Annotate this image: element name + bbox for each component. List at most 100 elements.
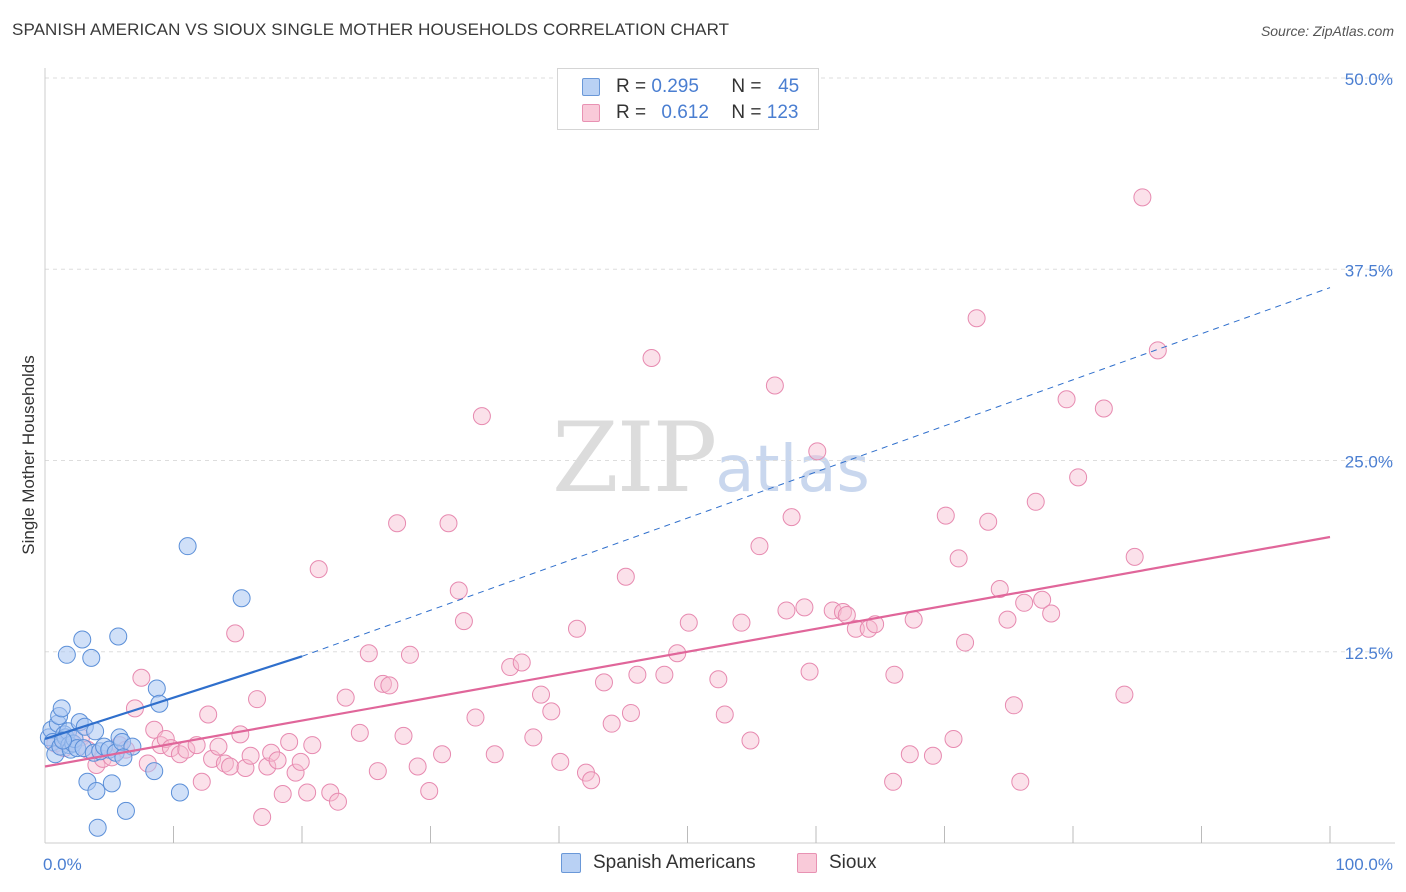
source-label: Source: ZipAtlas.com [1260, 23, 1394, 39]
tick-labels: 12.5% 25.0% 37.5% 50.0% 0.0% 100.0% [43, 70, 1393, 874]
sioux-point [321, 783, 340, 802]
sioux-point [226, 624, 245, 643]
sioux-point [1011, 772, 1030, 791]
sioux-point [380, 676, 399, 695]
sioux-point [388, 514, 407, 533]
sioux-point [221, 757, 240, 776]
x-tick-label: 100.0% [1335, 855, 1393, 874]
sioux-point [602, 714, 621, 733]
sioux-point [466, 708, 485, 727]
spanish-americans-point [150, 694, 169, 713]
blue-swatch [561, 853, 581, 873]
sioux-point [394, 726, 413, 745]
y-tick-label: 12.5% [1345, 644, 1393, 663]
spanish-americans-point [82, 648, 101, 667]
sioux-point [400, 645, 419, 664]
sioux-point [884, 772, 903, 791]
sioux-point [904, 610, 923, 629]
r-label: R = [616, 102, 647, 123]
spanish-americans-point [88, 818, 107, 837]
spanish-americans-point [102, 774, 121, 793]
sioux-point [359, 644, 378, 663]
legend-label: Spanish Americans [593, 852, 756, 873]
sioux-point [885, 665, 904, 684]
sioux-point [1042, 604, 1061, 623]
sioux-point [551, 752, 570, 771]
sioux-point [800, 662, 819, 681]
spanish-americans-point [73, 630, 92, 649]
spanish-americans-points [39, 537, 251, 837]
sioux-point [1004, 696, 1023, 715]
sioux-point [532, 685, 551, 704]
sioux-point [1133, 188, 1152, 207]
sioux-point [309, 560, 328, 579]
sioux-trend-line [44, 535, 1331, 768]
r-label: R = [616, 76, 647, 97]
spanish-americans-point [87, 781, 106, 800]
y-tick-label: 37.5% [1345, 261, 1393, 280]
sioux-point [741, 731, 760, 750]
sioux-points [46, 188, 1167, 826]
sioux-point [248, 690, 267, 709]
sioux-point [808, 442, 827, 461]
trend-lines [44, 287, 1331, 768]
sioux-point [373, 674, 392, 693]
sioux-point [253, 807, 272, 826]
sioux-point [750, 537, 769, 556]
sioux-point [655, 665, 674, 684]
spanish-americans-point [52, 699, 71, 718]
sioux-point [439, 514, 458, 533]
sioux-point [336, 688, 355, 707]
sioux-point [949, 549, 968, 568]
sioux-point [582, 771, 601, 790]
sioux-point [967, 309, 986, 328]
n-label: N = [731, 102, 762, 123]
sioux-point [1148, 341, 1167, 360]
spanish-americans-point [53, 731, 72, 750]
sioux-point [524, 728, 543, 747]
chart-title: SPANISH AMERICAN VS SIOUX SINGLE MOTHER … [12, 20, 730, 39]
sioux-point [192, 772, 211, 791]
sioux-point [262, 743, 281, 762]
bottom-legend-sioux: Sioux [797, 852, 877, 874]
spanish-americans-point [178, 537, 197, 556]
sioux-point [485, 745, 504, 764]
sioux-point [765, 376, 784, 395]
axes [44, 68, 1395, 844]
sioux-point [709, 670, 728, 689]
sioux-point [1115, 685, 1134, 704]
y-axis-label: Single Mother Households [19, 355, 38, 554]
spanish-americans-point [109, 627, 128, 646]
sioux-point [990, 580, 1009, 599]
x-tick-label: 0.0% [43, 855, 82, 874]
sioux-point [777, 601, 796, 620]
sioux-point [433, 745, 452, 764]
sioux-point [420, 781, 439, 800]
sioux-point [286, 763, 305, 782]
sioux-point [642, 348, 661, 367]
sioux-point [732, 613, 751, 632]
sioux-point [715, 705, 734, 724]
spanish-americans-point [116, 801, 135, 820]
spanish-americans-point [147, 679, 166, 698]
y-tick-label: 50.0% [1345, 70, 1393, 89]
spanish-americans-point [57, 645, 76, 664]
sioux-point [291, 752, 310, 771]
sioux-point [298, 783, 317, 802]
watermark-zip: ZIP [552, 402, 717, 514]
sioux-point [1069, 468, 1088, 487]
n-value: 45 [778, 76, 800, 97]
spanish-americans-point [145, 762, 164, 781]
pink-swatch [582, 104, 600, 122]
correlation-legend: R = 0.295 N = 45 R = 0.612 N = 123 [557, 68, 819, 130]
sioux-point [268, 751, 287, 770]
sioux-point [900, 745, 919, 764]
sioux-point [795, 598, 814, 617]
pink-swatch [797, 853, 817, 873]
sioux-point [199, 705, 218, 724]
sioux-point [567, 619, 586, 638]
sioux-point [501, 658, 520, 677]
sioux-point [542, 702, 561, 721]
sioux-point [132, 668, 151, 687]
sioux-point [998, 610, 1017, 629]
